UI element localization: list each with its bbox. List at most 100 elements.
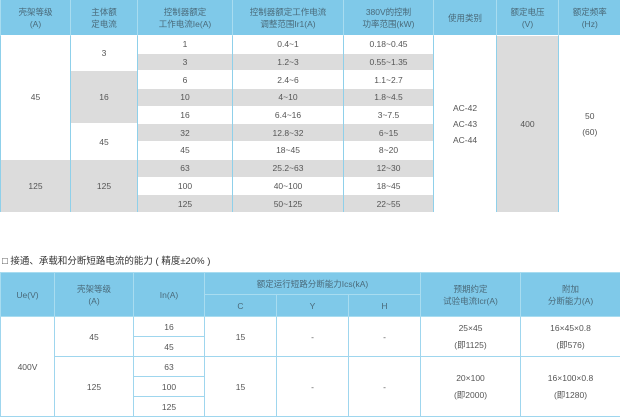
header-frame: 壳架等级 (A) — [0, 0, 71, 36]
ir1-cell: 50~125 — [232, 194, 344, 212]
power-cell: 0.18~0.45 — [343, 35, 434, 54]
power-cell: 18~45 — [343, 176, 434, 195]
ue-cell: 400V — [0, 316, 55, 417]
y-cell: - — [276, 316, 349, 357]
table-row: 45 3 1 0.4~1 0.18~0.45 AC-42 AC-43 AC-44 400 50 (6… — [0, 34, 620, 212]
table-row: 125 63 15- -20×100 (即2000) 16×100×0.8 (即1280) — [1, 356, 620, 417]
power-cell: 0.55~1.35 — [343, 52, 434, 71]
icr-value: (即2000) — [453, 389, 488, 400]
header-extra: 附加 分断能力(A) — [520, 272, 620, 317]
table-row: 10 4~10 1.8~4.5 — [1, 88, 620, 107]
table-row: 3 1.2~3 0.55~1.35 — [1, 52, 620, 71]
ir1-cell: 4~10 — [232, 88, 344, 107]
ir1-cell: 18~45 — [232, 141, 344, 160]
extra-value: (即1280) — [553, 389, 588, 400]
ir1-cell: 40~100 — [232, 176, 344, 195]
header-y: Y — [276, 294, 349, 317]
c-cell: 15 — [204, 316, 277, 357]
power-cell: 1.8~4.5 — [343, 88, 434, 107]
ie-cell: 6 — [137, 70, 233, 89]
ie-cell: 16 — [137, 105, 233, 124]
frequency-alt: (60) — [582, 126, 598, 137]
ir1-cell: 2.4~6 — [232, 70, 344, 89]
extra-value: (即576) — [556, 339, 585, 350]
in-cell: 16 — [133, 316, 205, 337]
main-current-cell: 45 — [70, 123, 138, 160]
y-cell: - — [276, 356, 349, 417]
header-voltage: 额定电压 (V) — [496, 0, 559, 36]
h-cell: - — [348, 316, 421, 357]
extra-formula: 16×100×0.8 — [547, 372, 594, 383]
header-ir1: 控制器额定工作电流 调整范围Ir1(A) — [232, 0, 344, 36]
header-row: 壳架等级 (A) 主体额 定电流 控制器额定 工作电流Ie(A) 控制器额定工作… — [0, 0, 620, 36]
header-c: C — [204, 294, 277, 317]
table-row: 100 40~100 18~45 — [1, 176, 620, 195]
header-frame: 壳架等级 (A) — [54, 272, 134, 317]
table-row: 125 125 63 25.2~63 12~30 — [0, 158, 620, 212]
in-cell: 63 — [133, 356, 205, 377]
table-row: 400V 45 16 15- -25×45 (即1125) 16×45×0.8 (即576) — [0, 316, 620, 417]
breaking-capacity-table: Ue(V) 壳架等级 (A) In(A) 额定运行短路分断能力Ics(kA) 预… — [0, 272, 620, 417]
extra-cell: 16×100×0.8 (即1280) — [520, 356, 620, 417]
ir1-cell: 6.4~16 — [232, 105, 344, 124]
table-row: 125 50~125 22~55 — [1, 194, 620, 212]
ie-cell: 10 — [137, 88, 233, 107]
icr-cell: 25×45 (即1125) — [420, 316, 521, 357]
ie-cell: 100 — [137, 176, 233, 195]
category: AC-42 — [452, 102, 478, 113]
in-cell: 125 — [133, 396, 205, 417]
in-cell: 45 — [133, 336, 205, 357]
icr-formula: 25×45 — [458, 322, 483, 333]
ie-cell: 45 — [137, 141, 233, 160]
header-category: 使用类别 — [433, 0, 497, 36]
frame-cell: 45 — [54, 316, 134, 357]
power-cell: 12~30 — [343, 158, 434, 177]
power-cell: 6~15 — [343, 123, 434, 142]
header-power: 380V的控制 功率范围(kW) — [343, 0, 434, 36]
frame-cell: 125 — [0, 158, 71, 212]
ie-cell: 63 — [137, 158, 233, 177]
ie-cell: 125 — [137, 194, 233, 212]
in-cell: 100 — [133, 376, 205, 397]
category: AC-43 — [452, 118, 478, 129]
controller-spec-table: 壳架等级 (A) 主体额 定电流 控制器额定 工作电流Ie(A) 控制器额定工作… — [0, 0, 620, 212]
category-cell: AC-42 AC-43 AC-44 — [433, 34, 497, 212]
header-frequency: 额定频率 (Hz) — [558, 0, 620, 36]
main-current-cell: 125 — [70, 158, 138, 212]
section-caption: □ 接通、承载和分断短路电流的能力 ( 精度±20% ) — [2, 256, 211, 267]
table-row: 45 18~45 8~20 — [1, 141, 620, 160]
category: AC-44 — [452, 134, 478, 145]
ie-cell: 32 — [137, 123, 233, 142]
table-row: 125 — [1, 396, 620, 417]
power-cell: 8~20 — [343, 141, 434, 160]
header-ie: 控制器额定 工作电流Ie(A) — [137, 0, 233, 36]
header-row: Ue(V) 壳架等级 (A) In(A) 额定运行短路分断能力Ics(kA) 预… — [0, 272, 620, 317]
header-ue: Ue(V) — [0, 272, 55, 317]
subheader-row: C Y H — [1, 294, 620, 317]
icr-formula: 20×100 — [456, 372, 485, 383]
ir1-cell: 1.2~3 — [232, 52, 344, 71]
icr-value: (即1125) — [454, 339, 487, 350]
header-h: H — [348, 294, 421, 317]
icr-cell: 20×100 (即2000) — [420, 356, 521, 417]
header-ics: 额定运行短路分断能力Ics(kA) — [204, 272, 421, 295]
frequency-cell: 50 (60) — [558, 34, 620, 212]
table-row: 16 6.4~16 3~7.5 — [1, 105, 620, 124]
extra-cell: 16×45×0.8 (即576) — [520, 316, 620, 357]
main-current-cell: 3 — [70, 34, 138, 71]
power-cell: 22~55 — [343, 194, 434, 212]
voltage-cell: 400 — [496, 34, 559, 212]
frame-cell: 45 — [0, 35, 71, 160]
header-main-current: 主体额 定电流 — [70, 0, 138, 36]
ir1-cell: 0.4~1 — [232, 35, 344, 54]
ir1-cell: 12.8~32 — [232, 123, 344, 142]
c-cell: 15 — [204, 356, 277, 417]
frequency: 50 — [585, 110, 595, 121]
table-row: 16 6 2.4~6 1.1~2.7 — [1, 70, 620, 124]
power-cell: 1.1~2.7 — [343, 70, 434, 89]
table-row: 45 32 12.8~32 6~15 — [1, 123, 620, 160]
frame-cell: 125 — [54, 356, 134, 417]
ie-cell: 1 — [137, 35, 233, 54]
ie-cell: 3 — [137, 52, 233, 71]
h-cell: - — [348, 356, 421, 417]
